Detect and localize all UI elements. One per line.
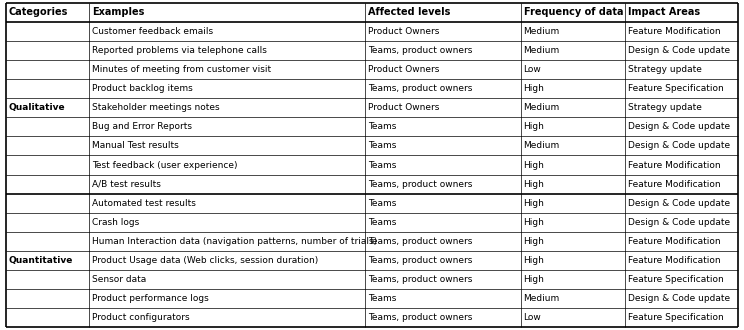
Text: Product Usage data (Web clicks, session duration): Product Usage data (Web clicks, session … — [92, 256, 318, 265]
Text: Teams, product owners: Teams, product owners — [368, 313, 472, 322]
Text: Teams: Teams — [368, 218, 397, 227]
Text: Design & Code update: Design & Code update — [628, 46, 731, 55]
Text: Feature Modification: Feature Modification — [628, 160, 721, 170]
Text: Minutes of meeting from customer visit: Minutes of meeting from customer visit — [92, 65, 271, 74]
Text: Teams, product owners: Teams, product owners — [368, 84, 472, 93]
Text: Low: Low — [524, 65, 542, 74]
Text: Teams, product owners: Teams, product owners — [368, 256, 472, 265]
Text: Medium: Medium — [524, 103, 559, 112]
Text: Impact Areas: Impact Areas — [628, 7, 700, 17]
Text: Affected levels: Affected levels — [368, 7, 451, 17]
Text: Product Owners: Product Owners — [368, 27, 440, 36]
Text: Medium: Medium — [524, 27, 559, 36]
Text: Feature Specification: Feature Specification — [628, 313, 724, 322]
Text: Examples: Examples — [92, 7, 144, 17]
Text: High: High — [524, 218, 545, 227]
Text: Categories: Categories — [9, 7, 68, 17]
Text: Customer feedback emails: Customer feedback emails — [92, 27, 213, 36]
Text: A/B test results: A/B test results — [92, 180, 161, 189]
Text: High: High — [524, 122, 545, 131]
Text: Design & Code update: Design & Code update — [628, 141, 731, 150]
Text: Sensor data: Sensor data — [92, 275, 146, 284]
Text: Teams: Teams — [368, 199, 397, 208]
Text: High: High — [524, 180, 545, 189]
Text: Human Interaction data (navigation patterns, number of trials): Human Interaction data (navigation patte… — [92, 237, 376, 246]
Text: Teams: Teams — [368, 160, 397, 170]
Text: High: High — [524, 199, 545, 208]
Text: Quantitative: Quantitative — [9, 256, 74, 265]
Text: Design & Code update: Design & Code update — [628, 199, 731, 208]
Text: Feature Specification: Feature Specification — [628, 84, 724, 93]
Text: Frequency of data: Frequency of data — [524, 7, 623, 17]
Text: Product backlog items: Product backlog items — [92, 84, 193, 93]
Text: Product performance logs: Product performance logs — [92, 294, 208, 303]
Text: Teams: Teams — [368, 294, 397, 303]
Text: Design & Code update: Design & Code update — [628, 218, 731, 227]
Text: Feature Specification: Feature Specification — [628, 275, 724, 284]
Text: High: High — [524, 275, 545, 284]
Text: Bug and Error Reports: Bug and Error Reports — [92, 122, 192, 131]
Text: Product configurators: Product configurators — [92, 313, 189, 322]
Text: Qualitative: Qualitative — [9, 103, 65, 112]
Text: Feature Modification: Feature Modification — [628, 237, 721, 246]
Text: Design & Code update: Design & Code update — [628, 294, 731, 303]
Text: Automated test results: Automated test results — [92, 199, 196, 208]
Text: Teams, product owners: Teams, product owners — [368, 180, 472, 189]
Text: Feature Modification: Feature Modification — [628, 180, 721, 189]
Text: Medium: Medium — [524, 141, 559, 150]
Text: High: High — [524, 160, 545, 170]
Text: High: High — [524, 256, 545, 265]
Text: High: High — [524, 84, 545, 93]
Text: Product Owners: Product Owners — [368, 65, 440, 74]
Text: Teams, product owners: Teams, product owners — [368, 275, 472, 284]
Text: Teams, product owners: Teams, product owners — [368, 46, 472, 55]
Text: Medium: Medium — [524, 294, 559, 303]
Text: Teams, product owners: Teams, product owners — [368, 237, 472, 246]
Text: Teams: Teams — [368, 141, 397, 150]
Text: Medium: Medium — [524, 46, 559, 55]
Text: High: High — [524, 237, 545, 246]
Text: Feature Modification: Feature Modification — [628, 27, 721, 36]
Text: Feature Modification: Feature Modification — [628, 256, 721, 265]
Text: Design & Code update: Design & Code update — [628, 122, 731, 131]
Text: Test feedback (user experience): Test feedback (user experience) — [92, 160, 237, 170]
Text: Teams: Teams — [368, 122, 397, 131]
Text: Crash logs: Crash logs — [92, 218, 139, 227]
Text: Strategy update: Strategy update — [628, 103, 702, 112]
Text: Strategy update: Strategy update — [628, 65, 702, 74]
Text: Low: Low — [524, 313, 542, 322]
Text: Stakeholder meetings notes: Stakeholder meetings notes — [92, 103, 219, 112]
Text: Manual Test results: Manual Test results — [92, 141, 179, 150]
Text: Reported problems via telephone calls: Reported problems via telephone calls — [92, 46, 266, 55]
Text: Product Owners: Product Owners — [368, 103, 440, 112]
